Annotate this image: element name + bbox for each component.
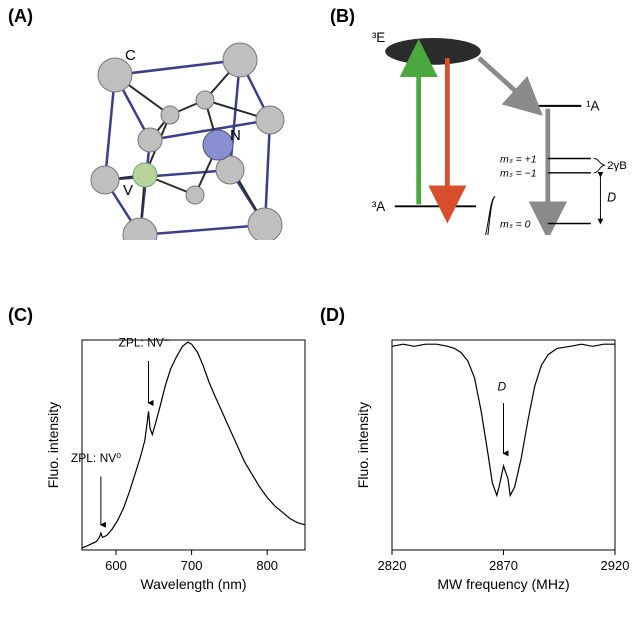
state-3a: ³A xyxy=(372,199,385,214)
ylabel: Fluo. intensity xyxy=(355,402,371,488)
energy-levels: ³E ³A ¹A mₛ = +1 mₛ = −1 mₛ = 0 2γB D xyxy=(360,15,638,235)
zpl-nv0-label: ZPL: NV⁰ xyxy=(71,451,121,465)
crystal-structure: C N V xyxy=(55,20,315,240)
ms-minus1: mₛ = −1 xyxy=(500,168,537,180)
panel-a-label: (A) xyxy=(8,6,33,27)
ms-zero: mₛ = 0 xyxy=(500,218,531,230)
odmr-spectrum: 282028702920MW frequency (MHz)Fluo. inte… xyxy=(350,330,625,600)
xtick-label: 700 xyxy=(181,558,203,573)
zeeman-label: 2γB xyxy=(607,160,627,172)
bonds xyxy=(105,60,270,235)
ylabel: Fluo. intensity xyxy=(45,402,61,488)
panel-a: C N V xyxy=(55,20,315,245)
xlabel: Wavelength (nm) xyxy=(140,576,246,592)
panel-b-label: (B) xyxy=(330,6,355,27)
xtick-label: 2820 xyxy=(378,558,407,573)
xtick-label: 2920 xyxy=(601,558,630,573)
excited-band xyxy=(385,38,481,65)
plot-frame xyxy=(82,340,305,550)
panel-c: 600 700 800 Wavelength (nm) Fluo. intensity Z… xyxy=(40,330,315,605)
xtick-label: 600 xyxy=(105,558,127,573)
zpl-nvm-label: ZPL: NV⁻ xyxy=(119,335,171,349)
atom-label-c: C xyxy=(125,47,136,64)
panel-d-label: (D) xyxy=(320,305,345,326)
state-3e: ³E xyxy=(372,30,385,45)
ms-plus1: mₛ = +1 xyxy=(500,153,537,165)
brace xyxy=(479,197,495,235)
panel-c-label: (C) xyxy=(8,305,33,326)
d-peak-label: D xyxy=(498,379,507,393)
data-line xyxy=(82,342,305,548)
atom-label-v: V xyxy=(123,182,133,199)
xlabel: MW frequency (MHz) xyxy=(437,576,569,592)
panel-b: ³E ³A ¹A mₛ = +1 mₛ = −1 mₛ = 0 2γB D xyxy=(360,15,638,240)
xtick-label: 2870 xyxy=(489,558,518,573)
panel-d: 282028702920MW frequency (MHz)Fluo. inte… xyxy=(350,330,625,605)
isc-arrow-1 xyxy=(479,58,529,103)
fluorescence-spectrum: 600 700 800 Wavelength (nm) Fluo. intensity Z… xyxy=(40,330,315,600)
state-1a: ¹A xyxy=(586,99,599,114)
d-label: D xyxy=(607,191,616,205)
atom-label-n: N xyxy=(230,127,241,144)
spin-levels: mₛ = +1 mₛ = −1 mₛ = 0 2γB D xyxy=(500,153,627,230)
xtick-label: 800 xyxy=(256,558,278,573)
